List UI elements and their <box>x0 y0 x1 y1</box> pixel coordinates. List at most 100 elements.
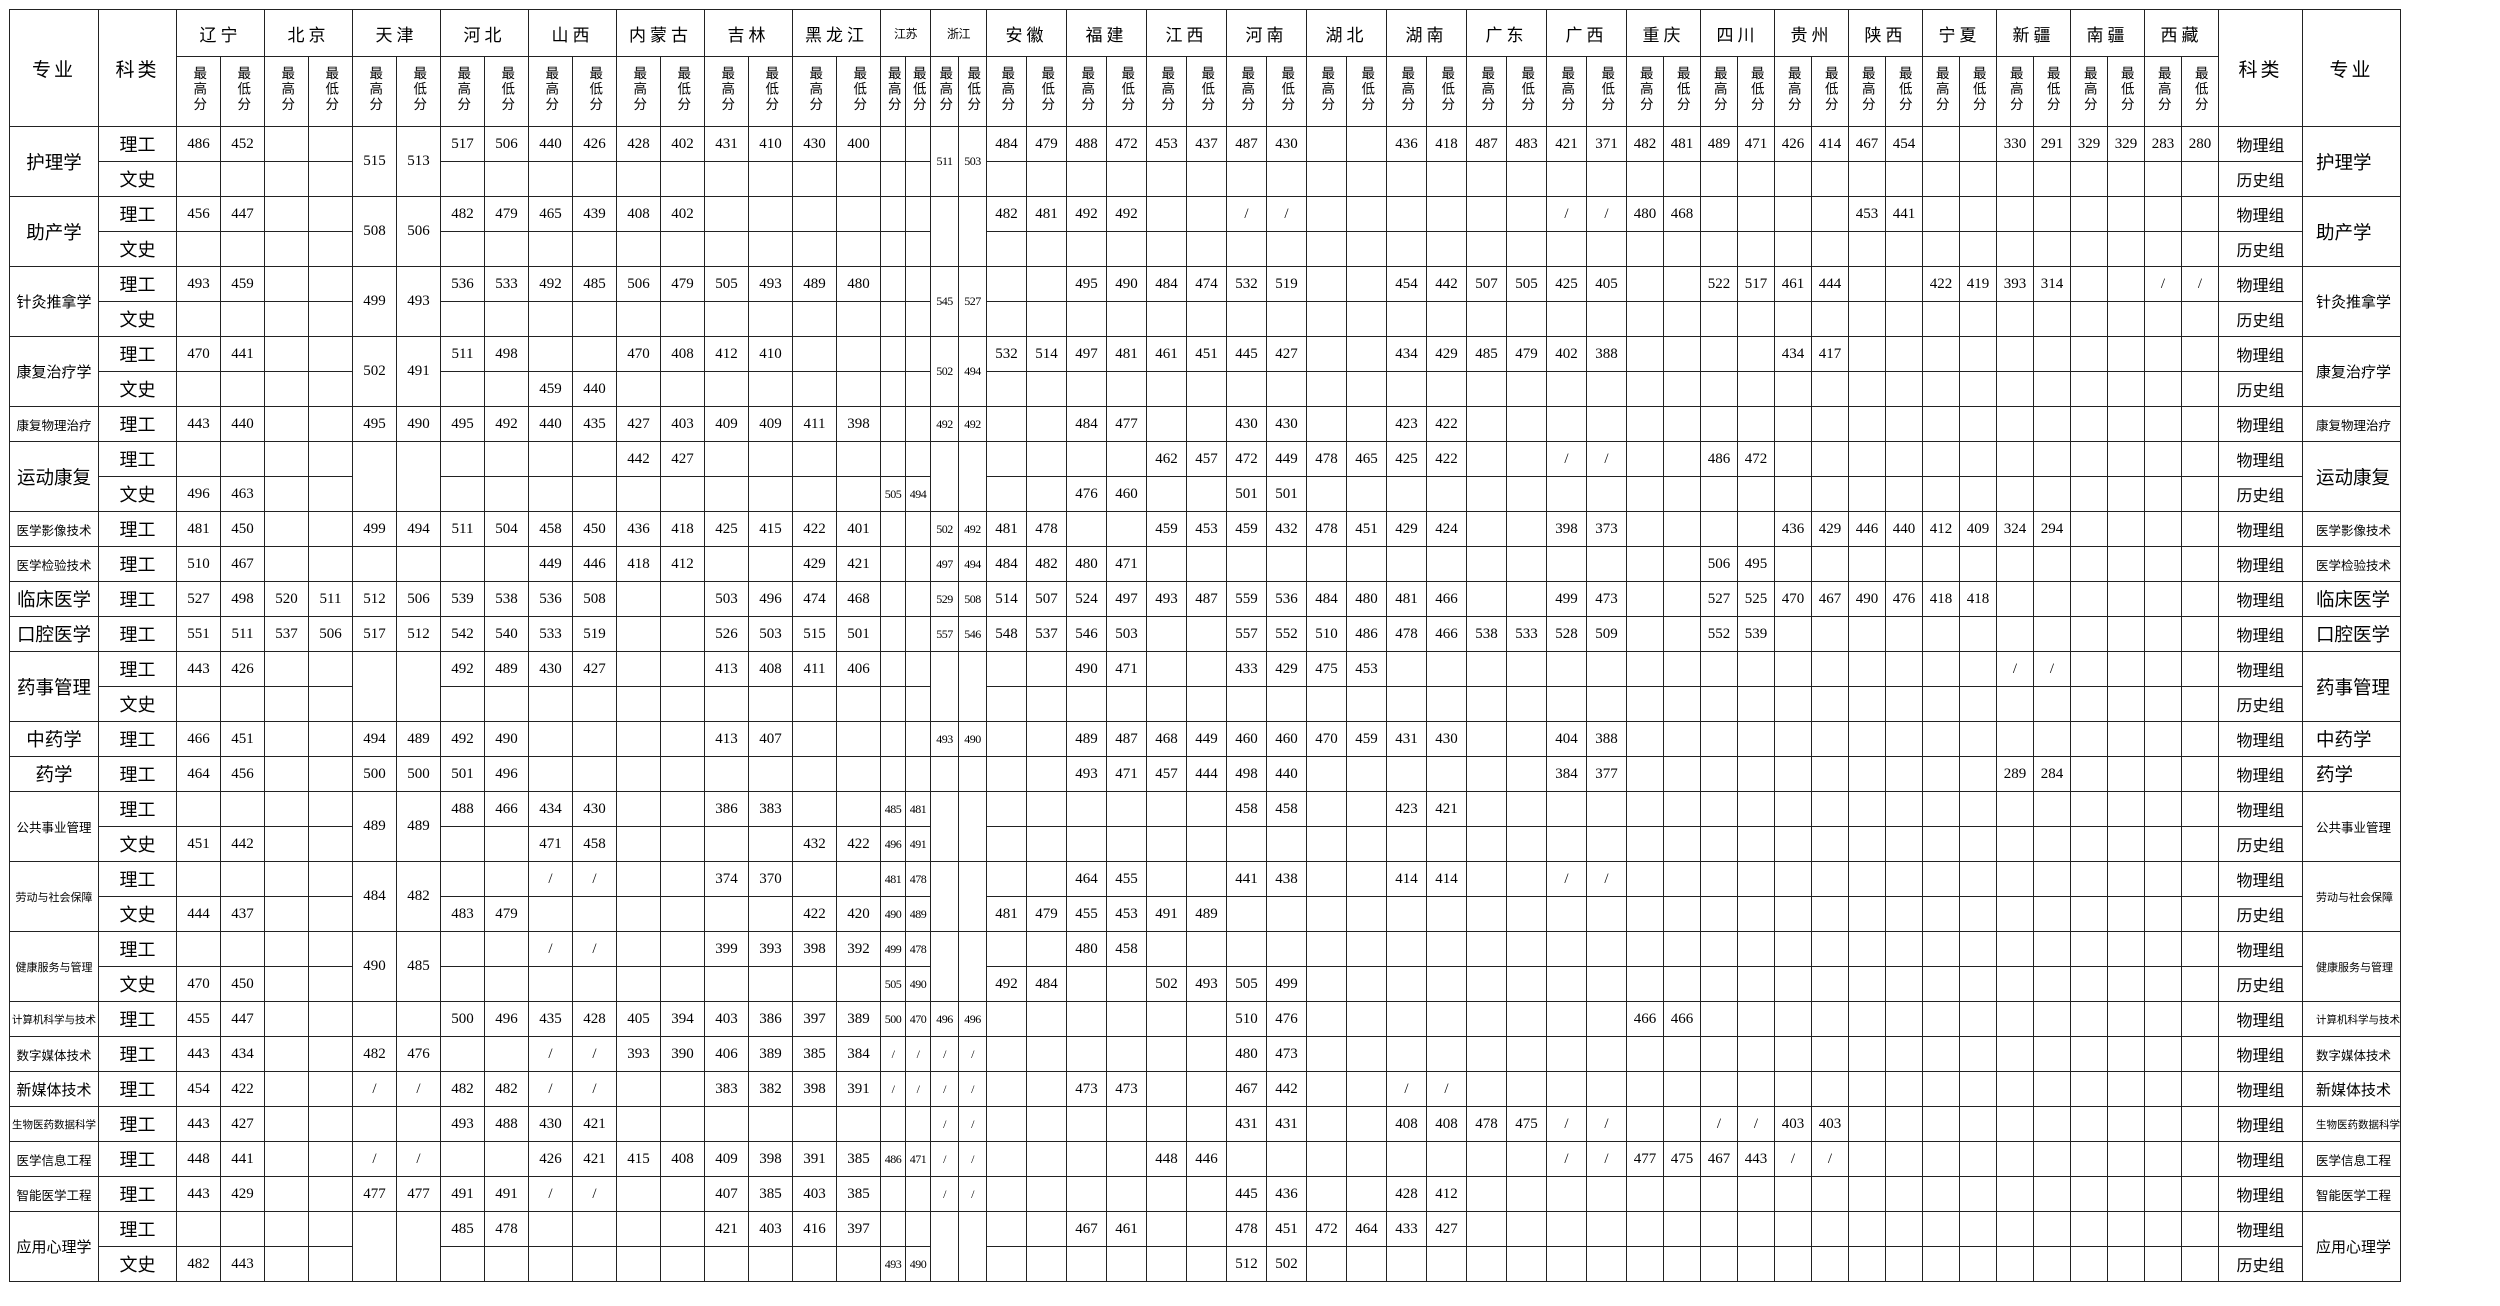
score-high-cell <box>1922 686 1960 722</box>
province-header: 宁夏 <box>1922 9 1997 57</box>
score-low-cell <box>1663 1211 1701 1247</box>
score-low-cell <box>1811 546 1849 582</box>
score-low-cell <box>748 546 793 582</box>
score-low-cell <box>2107 826 2145 862</box>
score-high-cell: 492 <box>1066 196 1107 232</box>
score-low-cell <box>2107 1246 2145 1282</box>
score-low-cell <box>1959 476 1997 512</box>
score-high-cell <box>930 756 959 792</box>
score-high-cell <box>1146 791 1187 827</box>
score-low-cell: / <box>1737 1106 1775 1142</box>
score-high-cell <box>1466 371 1507 407</box>
score-low-cell: 424 <box>1426 511 1467 547</box>
score-high-cell: 443 <box>176 406 221 442</box>
score-low-cell: 490 <box>1106 266 1147 302</box>
score-high-cell <box>1386 896 1427 932</box>
score-high-cell <box>1774 161 1812 197</box>
score-high-cell <box>528 896 573 932</box>
score-low-cell <box>2033 1001 2071 1037</box>
score-high-cell: 484 <box>352 861 397 932</box>
score-subheader-text: 最高分 <box>191 65 207 113</box>
score-low-cell: 471 <box>905 1141 931 1177</box>
score-low-cell <box>1586 1176 1627 1212</box>
score-subheader: 最高分 <box>1700 56 1738 127</box>
score-subheader-text: 最低分 <box>1519 65 1535 113</box>
score-low-cell <box>1026 1001 1067 1037</box>
score-low-cell: 441 <box>1885 196 1923 232</box>
score-high-cell <box>1700 196 1738 232</box>
score-high-cell <box>1626 1036 1664 1072</box>
major-name-right: 应用心理学 <box>2302 1211 2401 1282</box>
score-low-cell <box>1506 161 1547 197</box>
score-high-cell: 498 <box>1226 756 1267 792</box>
score-high-cell <box>1626 161 1664 197</box>
score-high-cell <box>1996 826 2034 862</box>
score-low-cell <box>1959 126 1997 162</box>
admission-score-table: 专业 科类 辽宁 北京 天津 河北 山西 内蒙古 吉林 黑龙江 江苏 浙江 安徽 福建 江西 河南 湖北 湖南 广东… <box>9 9 2401 1282</box>
score-low-cell <box>1506 826 1547 862</box>
score-low-cell: 481 <box>905 791 931 827</box>
score-low-cell <box>2107 231 2145 267</box>
score-high-cell: 552 <box>1700 616 1738 652</box>
score-high-cell <box>2144 826 2182 862</box>
score-low-cell <box>1663 581 1701 617</box>
group-cell: 物理组 <box>2218 546 2303 582</box>
score-low-cell <box>660 861 705 897</box>
score-low-cell <box>1959 441 1997 477</box>
score-low-cell: / <box>396 1071 441 1107</box>
score-high-cell <box>1774 231 1812 267</box>
score-high-cell <box>264 686 309 722</box>
score-high-cell: 492 <box>986 966 1027 1002</box>
score-low-cell <box>1663 791 1701 827</box>
score-low-cell: 473 <box>1586 581 1627 617</box>
province-header: 安徽 <box>986 9 1067 57</box>
table-row: 文史 451 442 471 458 432 422 496 491 历史组 <box>10 826 2401 862</box>
score-high-cell: 538 <box>1466 616 1507 652</box>
score-low-cell <box>1885 441 1923 477</box>
category-cell: 理工 <box>98 1176 177 1212</box>
score-high-cell <box>1626 966 1664 1002</box>
score-high-cell <box>2070 581 2108 617</box>
score-low-cell: 511 <box>220 616 265 652</box>
score-low-cell: 421 <box>572 1141 617 1177</box>
score-low-cell: 408 <box>1426 1106 1467 1142</box>
score-low-cell: 478 <box>484 1211 529 1247</box>
score-low-cell <box>572 686 617 722</box>
score-low-cell <box>2033 196 2071 232</box>
score-high-cell: 478 <box>1466 1106 1507 1142</box>
score-low-cell <box>1885 826 1923 862</box>
score-low-cell: 435 <box>572 406 617 442</box>
score-high-cell <box>2070 721 2108 757</box>
score-high-cell: 484 <box>986 126 1027 162</box>
score-high-cell <box>1546 826 1587 862</box>
score-high-cell: 403 <box>704 1001 749 1037</box>
score-low-cell <box>1026 1211 1067 1247</box>
score-low-cell: 481 <box>1663 126 1701 162</box>
score-high-cell: 430 <box>1226 406 1267 442</box>
category-cell: 文史 <box>98 231 177 267</box>
score-high-cell: 434 <box>528 791 573 827</box>
score-subheader: 最低分 <box>308 56 353 127</box>
score-low-cell: 440 <box>220 406 265 442</box>
score-subheader: 最低分 <box>958 56 987 127</box>
score-high-cell <box>1848 406 1886 442</box>
score-high-cell <box>2144 791 2182 827</box>
score-low-cell: 481 <box>1106 336 1147 372</box>
score-low-cell <box>1885 1001 1923 1037</box>
score-high-cell <box>930 931 959 1002</box>
score-low-cell <box>484 686 529 722</box>
score-high-cell: 404 <box>1546 721 1587 757</box>
score-low-cell: 417 <box>1811 336 1849 372</box>
score-low-cell <box>1346 336 1387 372</box>
score-high-cell: 412 <box>1922 511 1960 547</box>
score-low-cell <box>2033 791 2071 827</box>
score-high-cell <box>1848 546 1886 582</box>
score-high-cell <box>1774 1211 1812 1247</box>
score-high-cell: 446 <box>1848 511 1886 547</box>
score-low-cell: 427 <box>660 441 705 477</box>
score-low-cell <box>484 546 529 582</box>
score-low-cell <box>1811 441 1849 477</box>
score-low-cell <box>1663 301 1701 337</box>
score-high-cell <box>704 896 749 932</box>
score-high-cell <box>264 196 309 232</box>
